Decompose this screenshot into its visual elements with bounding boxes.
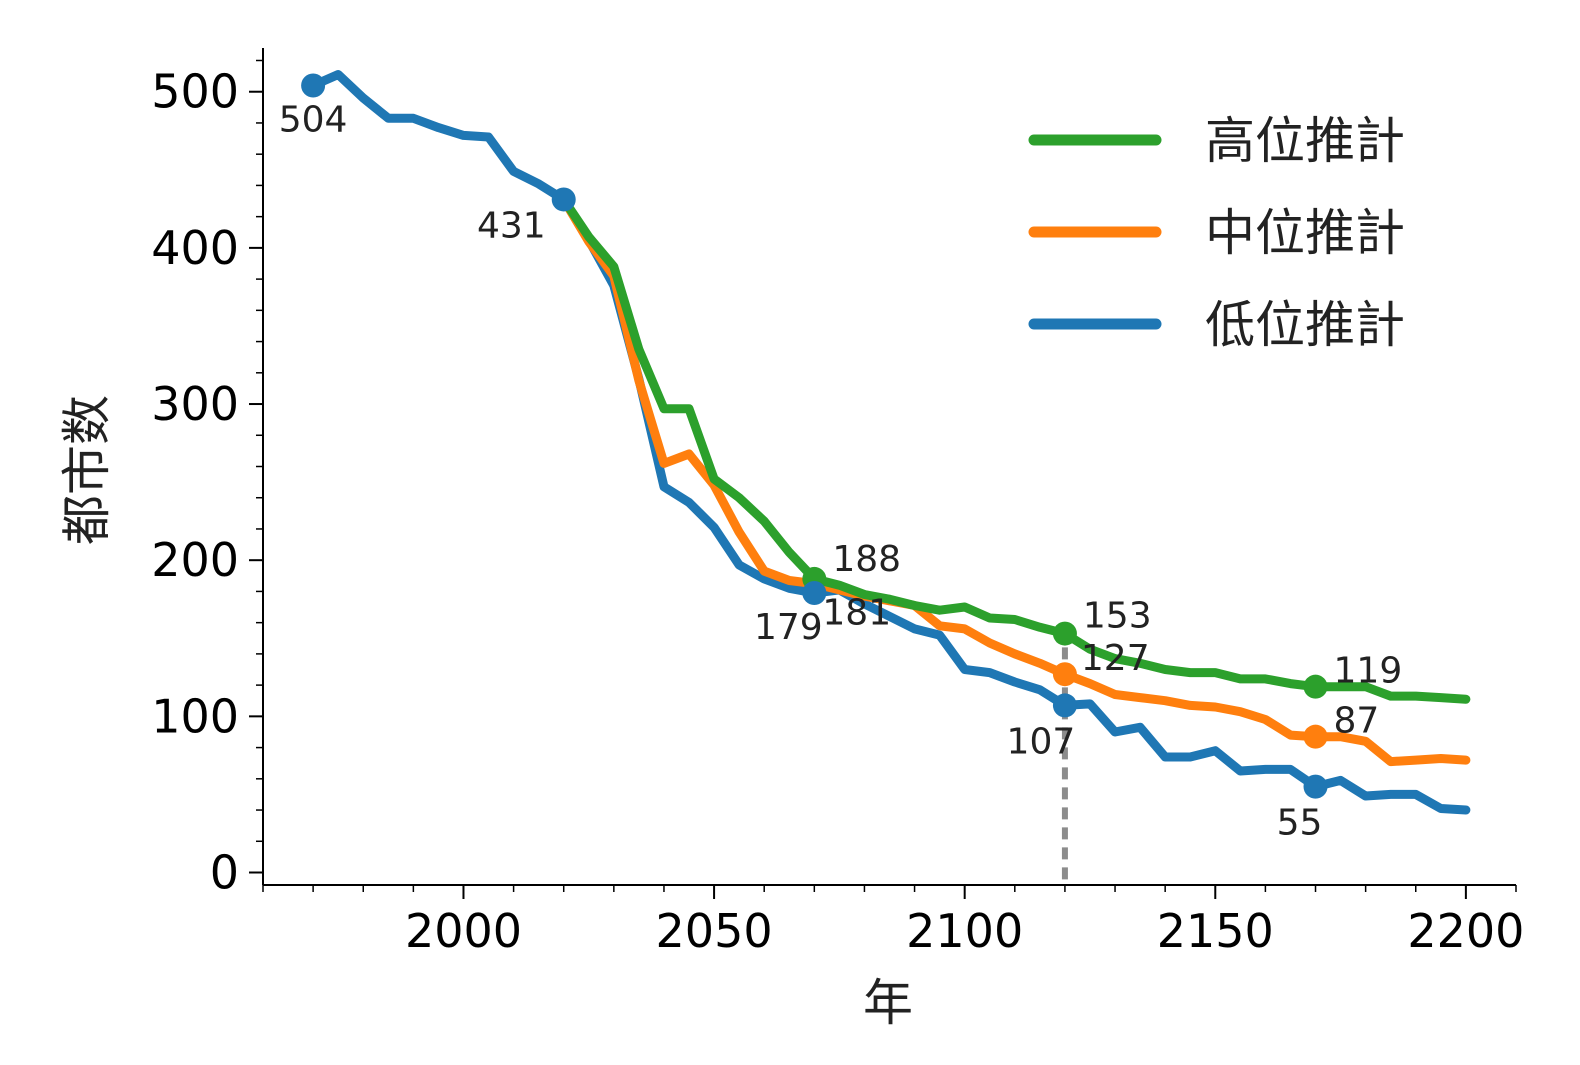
data-label: 179 [754, 607, 823, 648]
data-label: 188 [832, 539, 901, 580]
series-line-2 [308, 70, 1471, 815]
data-label: 431 [477, 205, 546, 246]
data-point-marker [1303, 774, 1328, 799]
series-line-0 [559, 195, 1471, 704]
x-tick-label: 2000 [405, 904, 522, 958]
data-point-marker [1303, 724, 1328, 749]
x-axis-title: 年 [863, 974, 913, 1032]
y-axis-title: 都市数 [58, 395, 116, 545]
legend-label: 高位推計 [1205, 112, 1405, 170]
y-tick-label: 400 [151, 221, 239, 275]
data-point-marker [1052, 662, 1077, 687]
y-tick-label: 200 [151, 533, 239, 587]
data-label: 127 [1081, 638, 1150, 679]
marker-layer [301, 73, 1328, 799]
data-label: 87 [1334, 701, 1380, 742]
y-tick-label: 0 [210, 846, 239, 900]
x-tick-label: 2200 [1407, 904, 1524, 958]
data-label: 504 [279, 99, 348, 140]
series-layer [308, 70, 1471, 815]
data-label: 119 [1334, 651, 1403, 692]
data-label: 153 [1083, 596, 1152, 637]
y-tick-label: 500 [151, 65, 239, 119]
data-label: 107 [1007, 721, 1076, 762]
legend-label: 低位推計 [1205, 296, 1405, 354]
data-point-marker [1303, 674, 1328, 699]
data-point-marker [301, 73, 326, 98]
x-tick-label: 2100 [906, 904, 1023, 958]
data-label: 181 [822, 593, 891, 634]
legend-label: 中位推計 [1205, 204, 1405, 262]
axes: 0 100 200 300 400 500 2000 2050 2100 2150 2200 [151, 48, 1524, 958]
data-label: 55 [1277, 803, 1323, 844]
x-tick-label: 2150 [1157, 904, 1274, 958]
x-tick-label: 2050 [656, 904, 773, 958]
data-point-marker [551, 187, 576, 212]
data-point-marker [1052, 621, 1077, 646]
data-point-marker [802, 580, 827, 605]
data-point-marker [1052, 693, 1077, 718]
y-tick-label: 100 [151, 689, 239, 743]
y-tick-label: 300 [151, 377, 239, 431]
